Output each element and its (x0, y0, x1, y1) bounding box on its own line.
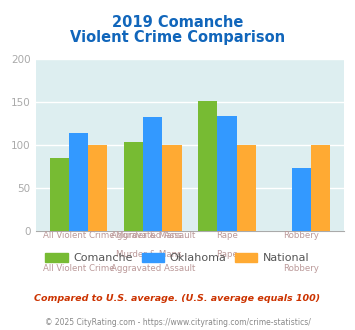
Text: Compared to U.S. average. (U.S. average equals 100): Compared to U.S. average. (U.S. average … (34, 294, 321, 303)
Text: Robbery: Robbery (283, 264, 319, 273)
Bar (88, 145, 108, 231)
Text: Murder & Mans...: Murder & Mans... (116, 231, 190, 240)
Bar (124, 142, 143, 231)
Bar (50, 158, 69, 231)
Text: Violent Crime Comparison: Violent Crime Comparison (70, 30, 285, 45)
Bar (237, 145, 256, 231)
Text: Rape: Rape (216, 231, 238, 240)
Bar (292, 168, 311, 231)
Text: All Violent Crime: All Violent Crime (43, 231, 114, 240)
Text: Aggravated Assault: Aggravated Assault (111, 264, 195, 273)
Text: © 2025 CityRating.com - https://www.cityrating.com/crime-statistics/: © 2025 CityRating.com - https://www.city… (45, 318, 310, 327)
Bar (311, 145, 330, 231)
Bar (163, 145, 182, 231)
Bar (198, 101, 217, 231)
Text: All Violent Crime: All Violent Crime (43, 264, 114, 273)
Text: Aggravated Assault: Aggravated Assault (111, 231, 195, 240)
Text: Robbery: Robbery (283, 231, 319, 240)
Text: Rape: Rape (216, 250, 238, 259)
Bar (69, 133, 88, 231)
Text: 2019 Comanche: 2019 Comanche (112, 15, 243, 30)
Bar (217, 116, 237, 231)
Bar (143, 117, 163, 231)
Legend: Comanche, Oklahoma, National: Comanche, Oklahoma, National (41, 248, 314, 268)
Text: Murder & Mans...: Murder & Mans... (116, 250, 190, 259)
